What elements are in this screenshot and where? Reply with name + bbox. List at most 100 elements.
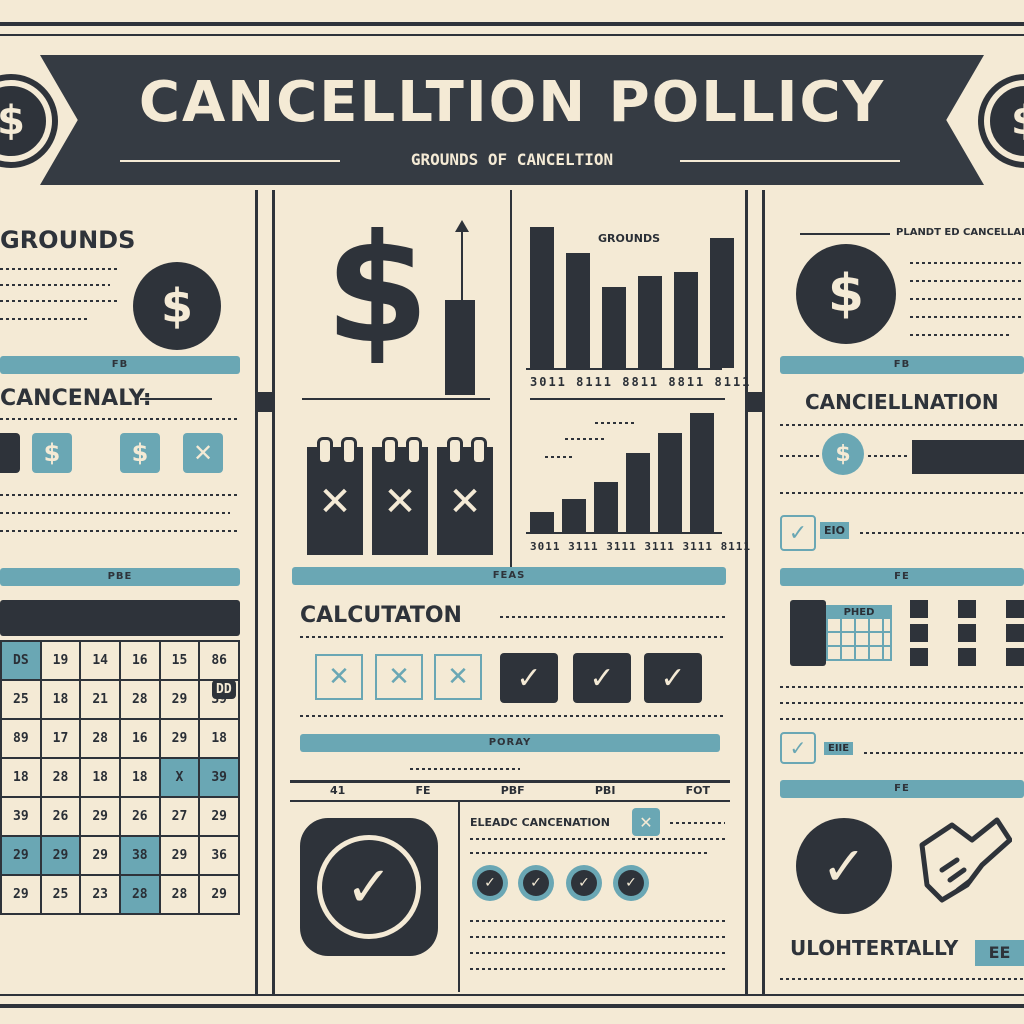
close-tile-icon[interactable]: ✕ (183, 433, 223, 473)
calendar-day[interactable]: 29 (0, 835, 42, 876)
calendar-day[interactable]: 25 (39, 874, 82, 915)
up-arrow-line (461, 232, 463, 302)
text-line (0, 494, 240, 496)
text-line (0, 300, 120, 302)
subtitle-rule-right (680, 160, 900, 162)
dollar-tile-icon[interactable]: $ (32, 433, 72, 473)
checkbox-icon[interactable]: ✓ (780, 732, 816, 764)
calendar-day[interactable]: 39 (0, 796, 42, 837)
calendar-day[interactable]: 29 (158, 679, 201, 720)
text-line (0, 530, 240, 532)
calendar-day[interactable]: 29 (39, 835, 82, 876)
chart1 (530, 220, 734, 368)
calendar-row: 18 28 18 18 X 39 (0, 757, 240, 798)
calendar-day[interactable]: 29 (198, 874, 240, 915)
calendar-day[interactable]: 28 (158, 874, 201, 915)
calendar-day[interactable]: 28 (79, 718, 121, 759)
check-tile-icon[interactable]: ✓ (644, 653, 702, 703)
calendar-day[interactable]: 89 (0, 718, 42, 759)
text-line (780, 424, 1024, 426)
grid-square (1006, 624, 1024, 642)
top-rule (0, 22, 1024, 26)
cancel-calendar-icon: ✕ (307, 437, 363, 555)
cancel-outline-icon[interactable]: ✕ (434, 654, 482, 700)
bottom-rule (0, 1004, 1024, 1008)
arrow-line (140, 398, 212, 400)
footer-rule-2 (290, 800, 730, 802)
divider-3b (762, 190, 765, 994)
cancel-outline-icon[interactable]: ✕ (315, 654, 363, 700)
calendar-day[interactable]: 15 (158, 640, 201, 681)
calendar-day[interactable]: 27 (158, 796, 201, 837)
left-heading: GROUNDS (0, 226, 136, 254)
calendar-day[interactable]: 28 (39, 757, 82, 798)
calendar-day[interactable]: 29 (158, 835, 201, 876)
text-line (868, 455, 908, 457)
calendar-day[interactable]: 29 (198, 796, 240, 837)
left-bar-2: PBE (0, 568, 240, 586)
dollar-coin-icon: $ (796, 244, 896, 344)
radio-check-icon[interactable]: ✓ (518, 865, 554, 901)
footer-rule (290, 780, 730, 783)
connector-left (255, 392, 275, 412)
calendar-day[interactable]: 18 (118, 757, 161, 798)
right-bar-3: FE (780, 780, 1024, 798)
calendar-day[interactable]: 86 (198, 640, 240, 681)
calendar-day[interactable]: 16 (118, 640, 161, 681)
calendar-day[interactable]: 18 (39, 679, 82, 720)
cancel-outline-icon[interactable]: ✕ (375, 654, 423, 700)
radio-check-icon[interactable]: ✓ (566, 865, 602, 901)
dollar-tile-icon[interactable]: $ (120, 433, 160, 473)
footer-label: FE (415, 784, 431, 797)
calendar-day[interactable]: 25 (0, 679, 42, 720)
calendar-day[interactable]: 17 (39, 718, 82, 759)
dark-tile[interactable] (0, 433, 20, 473)
calendar-grid: DS 19 14 16 15 86 25 18 21 28 29 39 89 17 28 16 29 18 18 28… (0, 640, 240, 970)
dollar-sign-large: $ (325, 203, 430, 377)
mini-heading: ELEADC CANCENATION (470, 816, 610, 829)
toggle-icon[interactable]: ✕ (632, 808, 660, 836)
radio-check-icon[interactable]: ✓ (613, 865, 649, 901)
grid-square (958, 624, 976, 642)
calendar-day[interactable]: X (158, 757, 201, 798)
calendar-day[interactable]: 18 (79, 757, 121, 798)
calendar-day[interactable]: 19 (39, 640, 82, 681)
chart1-ticks: 3011 8111 8811 8811 8111 (530, 375, 752, 389)
center-bar-2: PORAY (300, 734, 720, 752)
check-tile-icon[interactable]: ✓ (573, 653, 631, 703)
calendar-day[interactable]: 28 (118, 679, 161, 720)
calendar-day[interactable]: 39 (198, 757, 240, 798)
checkbox-icon[interactable]: ✓ (780, 515, 816, 551)
chart1-title: GROUNDS (598, 232, 661, 245)
check-tile-icon[interactable]: ✓ (500, 653, 558, 703)
calendar-day[interactable]: 29 (0, 874, 42, 915)
radio-check-icon[interactable]: ✓ (472, 865, 508, 901)
badge-check-ring: ✓ (317, 835, 421, 939)
calendar-day[interactable]: 16 (118, 718, 161, 759)
chart2 (530, 400, 715, 532)
calendar-day[interactable]: 14 (79, 640, 121, 681)
calendar-day[interactable]: 26 (118, 796, 161, 837)
cancel-calendar-icon: ✕ (437, 437, 493, 555)
chart1-axis (526, 368, 722, 370)
calendar-day[interactable]: 18 (0, 757, 42, 798)
chart-arrow-line (530, 398, 725, 400)
calendar-day[interactable]: 29 (158, 718, 201, 759)
center-bar-1: FEAS (292, 567, 726, 585)
calendar-day[interactable]: 29 (79, 796, 121, 837)
text-line (780, 718, 1024, 720)
calendar-day[interactable]: 23 (79, 874, 121, 915)
divider-2 (510, 190, 512, 580)
calendar-day[interactable]: 21 (79, 679, 121, 720)
calendar-day[interactable]: DS (0, 640, 42, 681)
text-line (470, 952, 725, 954)
calendar-day[interactable]: 18 (198, 718, 240, 759)
chart2-ticks: 3011 3111 3111 3111 3111 8111 (530, 540, 752, 553)
calendar-day[interactable]: 36 (198, 835, 240, 876)
calendar-day[interactable]: 26 (39, 796, 82, 837)
calendar-day[interactable]: 28 (118, 874, 161, 915)
calendar-day[interactable]: 38 (118, 835, 161, 876)
calendar-day[interactable]: 29 (79, 835, 121, 876)
text-line (910, 280, 1024, 282)
divider-1b (272, 190, 275, 994)
